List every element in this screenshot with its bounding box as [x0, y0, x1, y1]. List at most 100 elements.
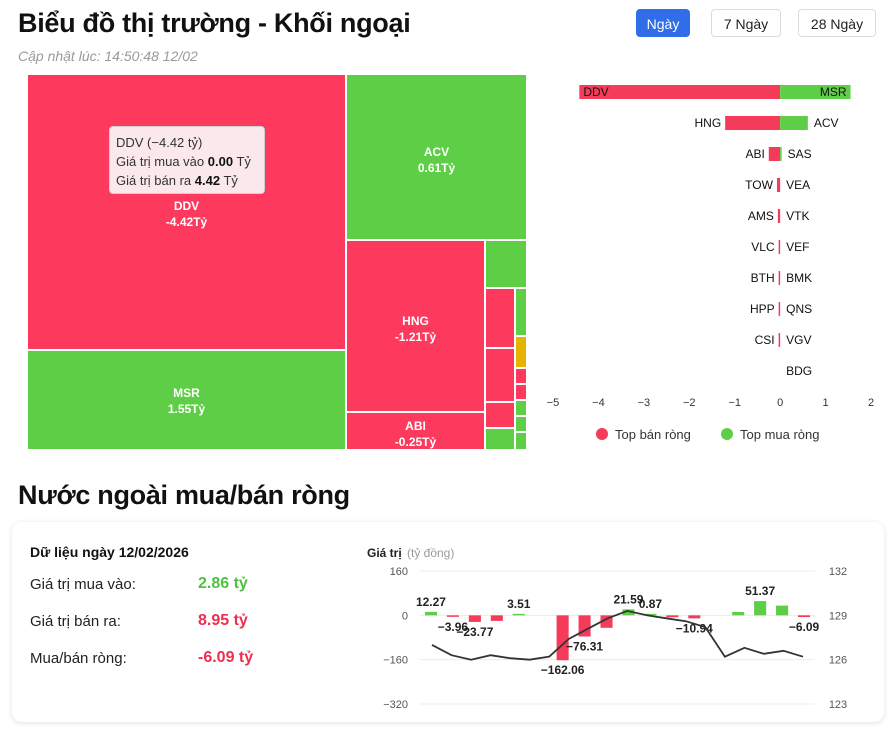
treemap-cell-small[interactable] — [485, 240, 527, 288]
net-bar — [622, 609, 635, 616]
net-bar — [512, 613, 525, 616]
cell-value: -0.25Tỷ — [394, 435, 437, 449]
y-axis-unit: (tỷ đồng) — [407, 546, 454, 560]
buy-code-label: BMK — [786, 271, 812, 285]
treemap-cell-small[interactable] — [515, 400, 527, 416]
cell-code: HNG — [402, 314, 429, 328]
tooltip-buy: Giá trị mua vào 0.00 Tỷ — [116, 154, 251, 169]
buy-code-label: BDG — [786, 364, 812, 378]
treemap-cell-small[interactable] — [485, 348, 515, 402]
sell-bar — [778, 333, 781, 347]
treemap-cell-small[interactable] — [515, 416, 527, 432]
net-bar — [644, 613, 657, 616]
x-tick-label: 0 — [777, 397, 783, 409]
net-bar — [490, 615, 503, 621]
treemap-cell-msr[interactable]: MSR 1.55Tỷ — [27, 350, 346, 450]
tab-28-days[interactable]: 28 Ngày — [798, 9, 876, 37]
net-value: -6.09 tỷ — [198, 649, 254, 666]
index-line — [431, 609, 804, 661]
top-net-bar-chart: DDV MSR HNG ACV ABI SAS TOW VEA AMS VTK VLC VEF BTH B… — [547, 85, 874, 442]
buy-code-label: VGV — [786, 333, 811, 347]
bar-value-label: −23.77 — [456, 625, 493, 639]
cell-code: MSR — [173, 386, 200, 400]
bar-value-label: −10.94 — [676, 621, 713, 635]
sell-bar — [778, 271, 781, 285]
buy-bar — [780, 116, 808, 130]
tooltip-sell: Giá trị bán ra 4.42 Tỷ — [116, 173, 238, 188]
buy-code-label: ACV — [814, 116, 839, 130]
buy-value-label: Giá trị mua vào: — [30, 576, 136, 593]
bar-value-label: 12.27 — [416, 595, 446, 609]
net-bar — [776, 605, 789, 616]
x-tick-label: 2 — [868, 397, 874, 409]
tab-day[interactable]: Ngày — [636, 9, 690, 37]
buy-bar — [780, 147, 782, 161]
update-timestamp: Cập nhật lúc: 14:50:48 12/02 — [18, 48, 198, 64]
treemap-cell-small[interactable] — [515, 384, 527, 400]
sell-value: 8.95 tỷ — [198, 612, 248, 629]
sell-code-label: VLC — [751, 240, 775, 254]
treemap-cell-small[interactable] — [515, 336, 527, 368]
y2-tick-label: 123 — [829, 699, 847, 711]
net-bar — [688, 615, 701, 619]
x-tick-label: −5 — [547, 397, 560, 409]
bar-value-label: 21.59 — [613, 592, 643, 606]
treemap-cell-small[interactable] — [515, 288, 527, 336]
y-axis-title: Giá trị — [367, 546, 402, 560]
tooltip-title: DDV (−4.42 tỷ) — [116, 135, 203, 150]
sell-code-label: HPP — [750, 302, 775, 316]
tab-7-days[interactable]: 7 Ngày — [711, 9, 781, 37]
cell-value: 1.55Tỷ — [167, 402, 206, 416]
y-tick-label: −320 — [383, 699, 408, 711]
x-tick-label: −4 — [592, 397, 605, 409]
cell-value: 0.61Tỷ — [417, 161, 456, 175]
sell-bar — [768, 147, 781, 161]
buy-value: 2.86 tỷ — [198, 575, 248, 592]
sell-bar — [776, 178, 781, 192]
buy-code-label: SAS — [788, 147, 812, 161]
net-bar — [446, 615, 459, 617]
treemap-cell-small[interactable] — [485, 288, 515, 348]
treemap-cell-small[interactable] — [485, 402, 515, 428]
y-tick-label: 0 — [402, 610, 408, 622]
net-bar — [732, 612, 745, 616]
treemap-cell-abi[interactable]: ABI -0.25Tỷ — [346, 412, 485, 450]
bar-value-label: 51.37 — [745, 584, 775, 598]
legend-label-buy: Top mua ròng — [740, 427, 820, 442]
sell-code-label: AMS — [748, 209, 774, 223]
net-value-label: Mua/bán ròng: — [30, 650, 127, 667]
treemap-cell-small[interactable] — [515, 368, 527, 384]
treemap-tooltip: DDV (−4.42 tỷ) Giá trị mua vào 0.00 Tỷ G… — [109, 126, 265, 194]
sell-bar — [579, 85, 781, 99]
net-card: Dữ liệu ngày 12/02/2026 Giá trị mua vào:… — [12, 522, 884, 722]
bar-value-label: 3.51 — [507, 597, 531, 611]
treemap-cell-small[interactable] — [485, 428, 515, 450]
treemap-cell-small[interactable] — [515, 432, 527, 450]
cell-code: ABI — [405, 419, 426, 433]
y-tick-label: −160 — [383, 655, 408, 667]
treemap-cell-ddv[interactable]: DDV -4.42Tỷ — [27, 74, 346, 350]
cell-code: ACV — [423, 145, 450, 159]
x-tick-label: −2 — [683, 397, 696, 409]
buy-code-label: VEF — [786, 240, 809, 254]
legend-swatch-buy — [721, 428, 733, 440]
buy-code-label: VEA — [786, 178, 810, 192]
data-date: Dữ liệu ngày 12/02/2026 — [30, 544, 189, 560]
bar-value-label: −76.31 — [566, 639, 603, 653]
treemap-cell-hng[interactable]: HNG -1.21Tỷ — [346, 240, 485, 412]
bar-value-label: −6.09 — [789, 620, 820, 634]
net-section-title: Nước ngoài mua/bán ròng — [18, 480, 350, 510]
sell-bar — [777, 209, 781, 223]
bar-value-label: 0.87 — [639, 597, 663, 611]
x-tick-label: 1 — [823, 397, 829, 409]
buy-code-label: VTK — [786, 209, 809, 223]
bar-value-label: −3.96 — [438, 620, 469, 634]
bar-value-label: −162.06 — [541, 663, 585, 677]
sell-code-label: ABI — [745, 147, 764, 161]
net-bar — [468, 615, 481, 622]
legend-label-sell: Top bán ròng — [615, 427, 691, 442]
buy-code-label: QNS — [786, 302, 812, 316]
y2-tick-label: 129 — [829, 610, 847, 622]
treemap-cell-acv[interactable]: ACV 0.61Tỷ — [346, 74, 527, 240]
foreign-treemap: DDV -4.42Tỷ MSR 1.55Tỷ ACV 0.61Tỷ HNG -1… — [27, 74, 527, 450]
